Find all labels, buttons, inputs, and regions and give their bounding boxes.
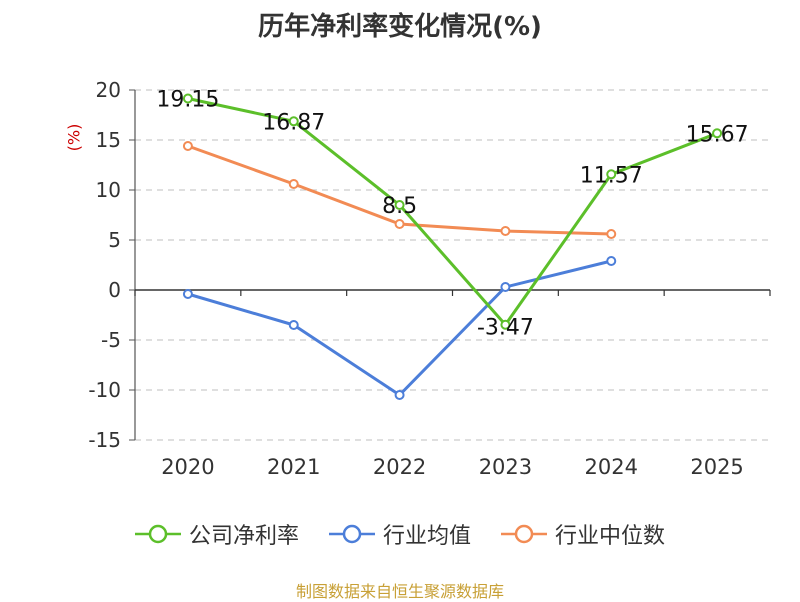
data-point [182, 141, 193, 151]
y-tick-label: 5 [108, 228, 121, 252]
legend-label: 公司净利率 [188, 524, 299, 549]
legend-item[interactable]: 行业均值 [328, 518, 471, 550]
data-point [606, 256, 617, 266]
data-label: 8.5 [382, 194, 417, 219]
data-point [288, 116, 299, 127]
legend-marker-icon [134, 524, 181, 544]
legend: 公司净利率 行业均值 行业中位数 [0, 518, 800, 550]
data-point [500, 282, 511, 292]
data-point [394, 200, 405, 210]
data-label: -3.47 [477, 316, 534, 341]
y-tick-label: -15 [88, 428, 121, 452]
legend-label: 行业中位数 [555, 524, 666, 549]
x-tick-label: 2023 [479, 455, 532, 479]
legend-item[interactable]: 公司净利率 [134, 518, 299, 550]
data-point [606, 169, 617, 180]
data-point [182, 93, 193, 104]
legend-circle [342, 524, 362, 544]
data-point [182, 289, 193, 299]
data-label: 15.67 [686, 122, 749, 147]
legend-circle [148, 524, 168, 544]
legend-circle [514, 524, 534, 544]
legend-marker-icon [328, 524, 375, 544]
x-tick-label: 2025 [690, 455, 743, 479]
data-label: 16.87 [262, 110, 325, 135]
legend-label: 行业均值 [382, 524, 471, 549]
data-point [606, 229, 617, 239]
data-point [500, 226, 511, 236]
x-tick-label: 2021 [267, 455, 320, 479]
data-label: 19.15 [156, 88, 219, 113]
y-tick-label: 20 [96, 78, 121, 102]
y-tick-label: -5 [101, 328, 121, 352]
data-point [288, 320, 299, 330]
y-tick-label: 15 [96, 128, 121, 152]
source-label: 制图数据来自恒生聚源数据库 [295, 582, 504, 601]
data-point [712, 128, 723, 139]
data-point [288, 179, 299, 189]
legend-marker-icon [501, 524, 547, 544]
data-point [500, 319, 511, 330]
data-point [394, 390, 405, 400]
x-tick-label: 2024 [585, 455, 638, 479]
x-tick-label: 2020 [161, 455, 214, 479]
series-line [187, 259, 612, 397]
y-tick-label: 0 [108, 278, 121, 302]
x-tick-label: 2022 [373, 455, 426, 479]
series-line [187, 97, 718, 327]
y-tick-label: -10 [88, 378, 121, 402]
y-tick-label: 10 [96, 178, 121, 202]
data-point [394, 219, 405, 229]
chart-title: 历年净利率变化情况(%) [258, 12, 542, 42]
data-label: 11.57 [580, 163, 643, 188]
legend-item[interactable]: 行业中位数 [501, 518, 665, 550]
